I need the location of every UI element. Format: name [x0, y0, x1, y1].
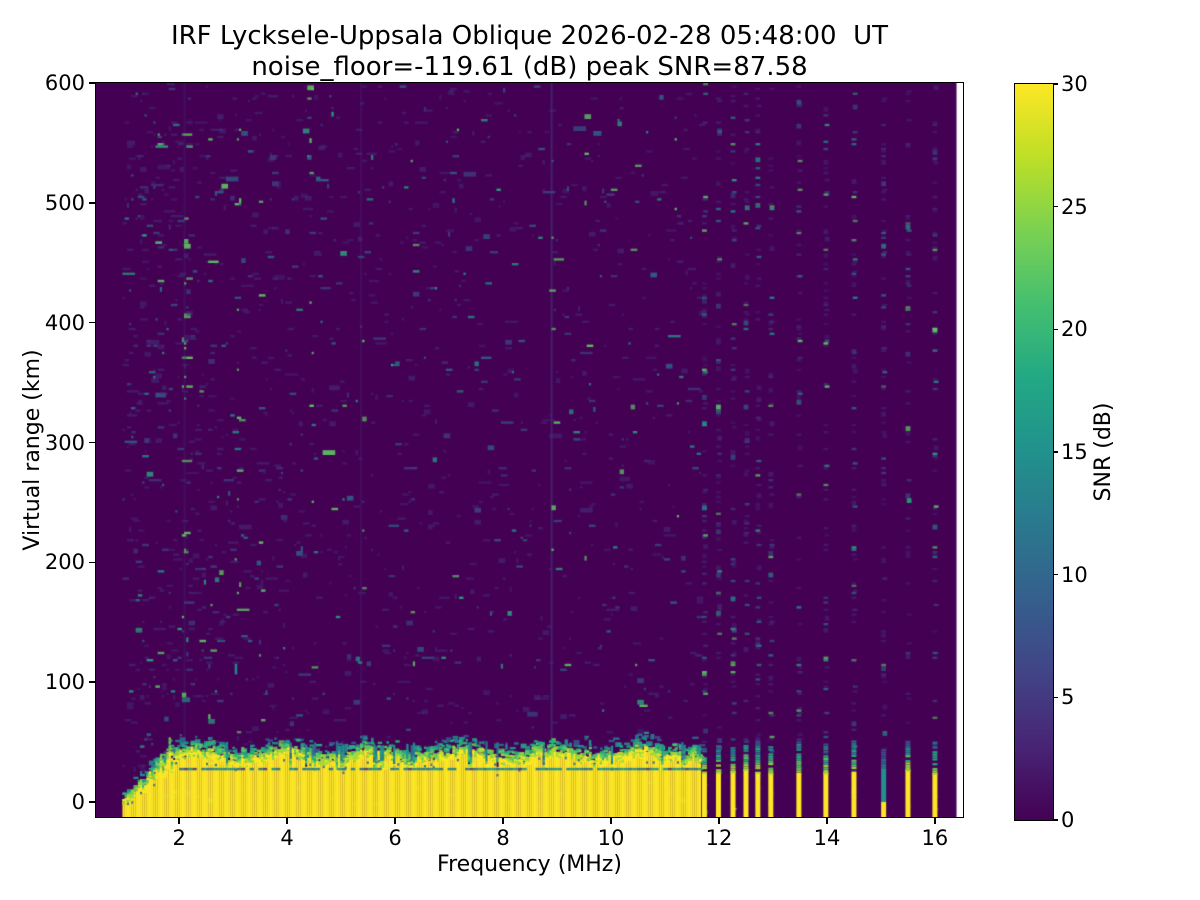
colorbar-gradient: [1015, 84, 1053, 820]
x-tick-label: 8: [496, 826, 510, 850]
colorbar-tick-label: 20: [1061, 317, 1088, 342]
x-tick-label: 14: [813, 826, 841, 850]
chart-title: IRF Lycksele-Uppsala Oblique 2026-02-28 …: [170, 21, 889, 51]
x-tick-mark: [178, 818, 180, 824]
y-tick-label: 0: [71, 790, 85, 815]
y-tick-label: 100: [44, 670, 85, 695]
y-tick-label: 600: [44, 71, 85, 95]
colorbar-tick-label: 25: [1061, 194, 1088, 219]
y-tick-mark: [89, 321, 95, 324]
x-tick-mark: [502, 818, 504, 824]
x-tick-label: 2: [172, 826, 186, 850]
colorbar-tick-mark: [1054, 573, 1058, 576]
y-tick-label: 300: [44, 430, 85, 455]
y-axis-label: Virtual range (km): [20, 349, 45, 551]
x-tick-mark: [826, 818, 828, 824]
colorbar-tick-label: 5: [1061, 685, 1075, 710]
colorbar-tick-mark: [1054, 451, 1058, 453]
x-tick-label: 6: [388, 826, 402, 850]
x-tick-mark: [394, 818, 396, 824]
colorbar-tick-mark: [1054, 205, 1058, 208]
chart-title-block: IRF Lycksele-Uppsala Oblique 2026-02-28 …: [96, 21, 963, 83]
x-tick-label: 10: [597, 826, 625, 850]
y-tick-label: 500: [44, 190, 85, 215]
colorbar-tick-label: 30: [1061, 72, 1088, 96]
colorbar-tick-label: 15: [1061, 440, 1088, 464]
x-tick-mark: [718, 818, 720, 824]
y-tick-mark: [89, 681, 95, 683]
plot-area: [95, 82, 964, 818]
x-tick-mark: [934, 818, 936, 824]
x-tick-label: 12: [705, 826, 733, 850]
y-tick-label: 200: [44, 550, 85, 575]
x-tick-label: 16: [921, 826, 949, 850]
y-tick-mark: [89, 801, 95, 803]
colorbar-tick-mark: [1054, 83, 1058, 85]
chart-subtitle: noise_floor=-119.61 (dB) peak SNR=87.58: [251, 52, 808, 82]
x-axis-label: Frequency (MHz): [437, 852, 622, 877]
colorbar-tick-mark: [1054, 696, 1058, 699]
x-tick-mark: [286, 818, 288, 824]
colorbar-label: SNR (dB): [1091, 402, 1116, 502]
y-tick-mark: [89, 202, 95, 204]
y-tick-mark: [89, 82, 95, 84]
y-tick-label: 400: [44, 310, 85, 335]
x-tick-mark: [610, 818, 612, 824]
colorbar-tick-mark: [1054, 819, 1058, 821]
colorbar-tick-label: 0: [1061, 808, 1075, 832]
y-tick-mark: [89, 441, 95, 444]
colorbar-tick-label: 10: [1061, 562, 1088, 587]
y-tick-mark: [89, 561, 95, 564]
x-tick-label: 4: [280, 826, 294, 850]
colorbar-tick-mark: [1054, 328, 1058, 331]
heatmap-canvas: [96, 83, 963, 817]
colorbar: [1014, 83, 1054, 821]
